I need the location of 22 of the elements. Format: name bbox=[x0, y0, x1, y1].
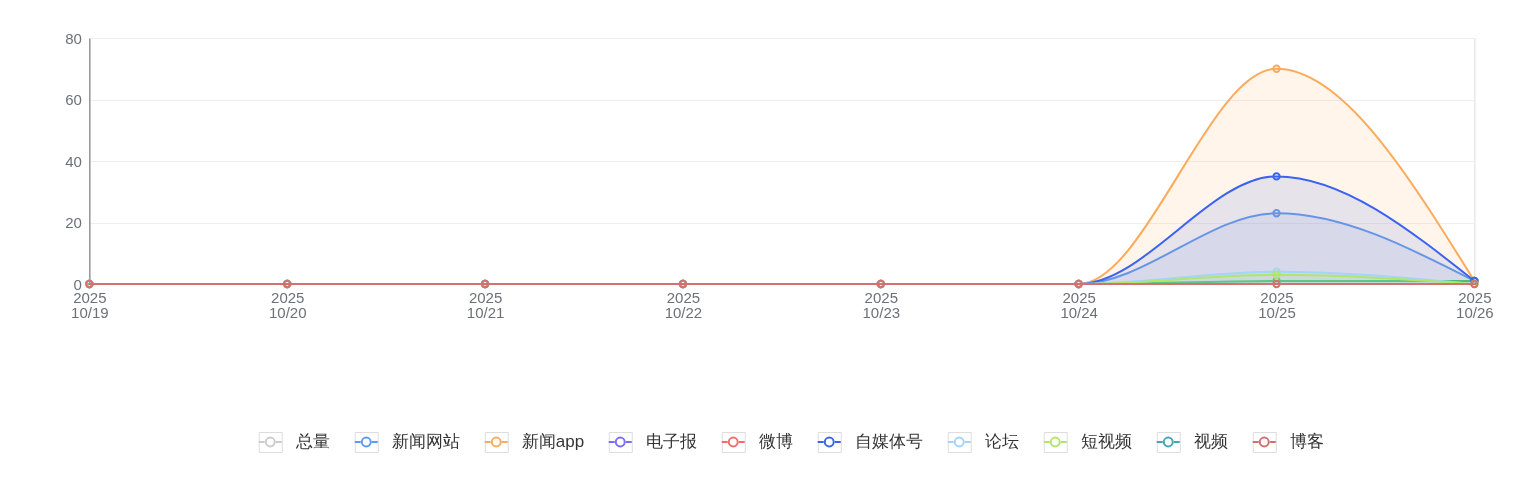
x-tick-label: 2025 10/20 bbox=[268, 288, 307, 321]
legend-label: 总量 bbox=[294, 432, 330, 451]
y-tick-label: 80 bbox=[65, 29, 82, 47]
legend-label: 短视频 bbox=[1080, 432, 1132, 451]
legend-label: 博客 bbox=[1289, 432, 1324, 451]
y-tick-label: 20 bbox=[65, 214, 82, 231]
legend-label: 视频 bbox=[1193, 432, 1228, 451]
legend-label: 新闻网站 bbox=[391, 432, 460, 451]
x-tick-label: 2025 10/25 bbox=[1258, 288, 1296, 321]
x-tick-label: 2025 10/24 bbox=[1060, 288, 1098, 321]
y-tick-label: 40 bbox=[65, 152, 82, 170]
x-tick-label: 2025 10/22 bbox=[664, 288, 703, 321]
legend-label: 微博 bbox=[758, 432, 793, 451]
y-tick-label: 0 bbox=[73, 275, 82, 293]
y-tick-label: 60 bbox=[65, 91, 82, 108]
legend-label: 新闻app bbox=[521, 432, 585, 451]
legend-label: 自媒体号 bbox=[854, 432, 923, 451]
legend-label: 论坛 bbox=[984, 432, 1019, 451]
x-tick-label: 2025 10/21 bbox=[466, 288, 505, 321]
legend-label: 电子报 bbox=[645, 432, 697, 451]
x-tick-label: 2025 10/23 bbox=[862, 288, 901, 321]
x-tick-label: 2025 10/26 bbox=[1456, 288, 1494, 321]
